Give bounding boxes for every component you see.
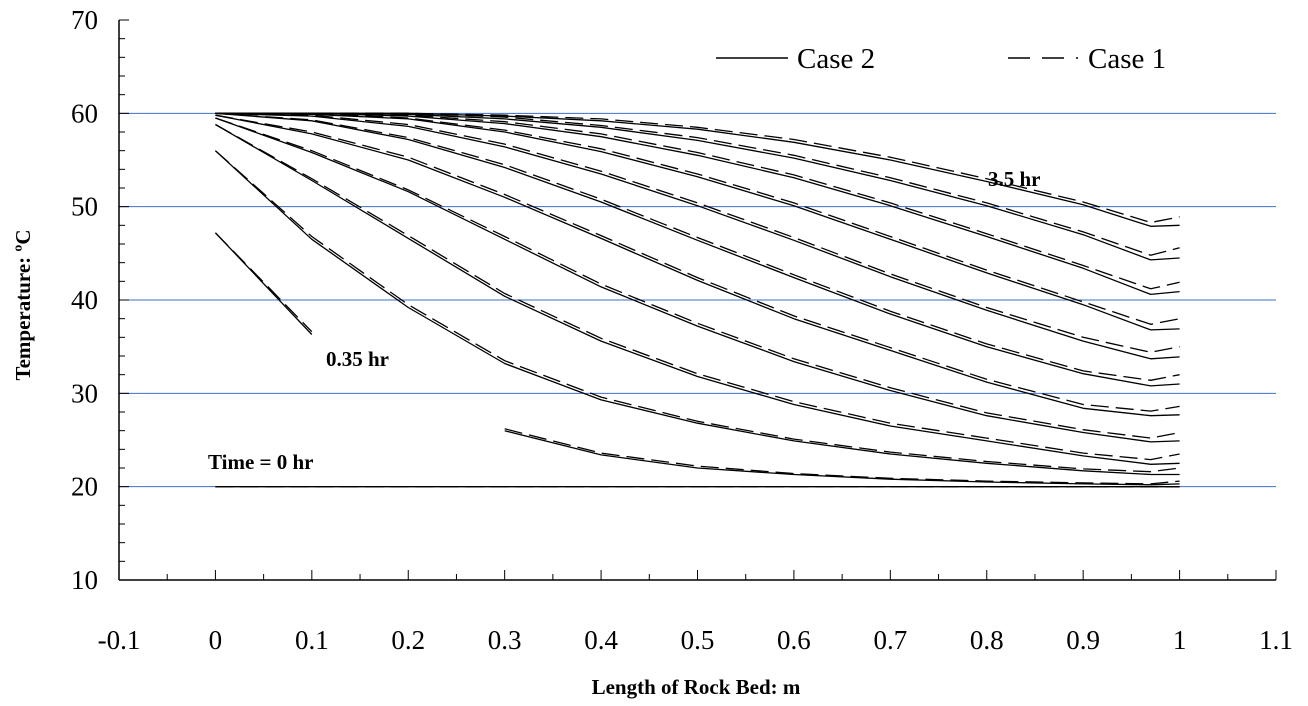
y-tick-label: 60 [71,98,98,128]
x-tick-label: 0.8 [970,625,1004,655]
y-tick-label: 40 [71,285,98,315]
tick-labels: -0.1 0 0.1 0.2 0.3 0.4 0.5 0.6 0.7 0.8 0.9 1 1.1 10 20… [71,5,1293,655]
series-line-4 [504,430,1180,486]
series-lines [214,112,1180,488]
y-tick-label: 10 [71,565,98,595]
x-tick-label: 0.5 [681,625,715,655]
y-tick-label: 30 [71,378,98,408]
x-tick-label: 0.9 [1066,625,1100,655]
x-tick-label: -0.1 [98,625,141,655]
x-tick-label: 0 [209,625,223,655]
series-line-20 [215,112,1180,296]
series-line-9 [215,123,1180,461]
annotation-3-5-hr: 3.5 hr [988,167,1041,191]
y-tick-label: 70 [71,5,98,35]
series-line-10 [215,117,1180,443]
series-line-17 [215,112,1180,353]
annotation-time-0: Time = 0 hr [208,450,314,474]
annotation-0-35-hr: 0.35 hr [326,347,389,371]
x-axis-title: Length of Rock Bed: m [592,675,801,699]
x-tick-label: 0.6 [777,625,811,655]
series-line-7 [214,150,1180,473]
series-line-2 [214,232,313,335]
series-line-25 [215,112,1180,224]
legend: Case 2 Case 1 [716,43,1166,75]
annotations: Time = 0 hr 0.35 hr 3.5 hr [208,167,1041,474]
series-line-14 [215,112,1180,387]
legend-label-case-1: Case 1 [1088,43,1166,75]
x-tick-label: 0.1 [295,625,329,655]
series-line-8 [215,123,1180,465]
series-line-15 [215,112,1180,381]
series-line-5 [504,428,1180,485]
series-line-18 [215,112,1180,331]
y-tick-label: 50 [71,192,98,222]
axes [118,19,1277,581]
x-tick-label: 0.4 [584,625,618,655]
series-line-16 [215,112,1180,360]
x-tick-label: 0.3 [488,625,522,655]
series-line-22 [215,112,1180,261]
series-line-12 [215,114,1180,417]
legend-label-case-2: Case 2 [797,43,875,75]
series-line-13 [215,114,1180,412]
series-line-21 [215,112,1180,290]
x-tick-label: 1.1 [1259,625,1293,655]
series-line-19 [215,112,1180,325]
series-line-6 [214,150,1180,476]
x-tick-label: 0.7 [873,625,907,655]
x-tick-label: 1 [1173,625,1187,655]
series-line-3 [214,232,313,333]
y-axis-title: Temperature: ºC [11,230,35,381]
x-tick-label: 0.2 [391,625,425,655]
y-tick-label: 20 [71,472,98,502]
series-line-11 [215,117,1180,439]
